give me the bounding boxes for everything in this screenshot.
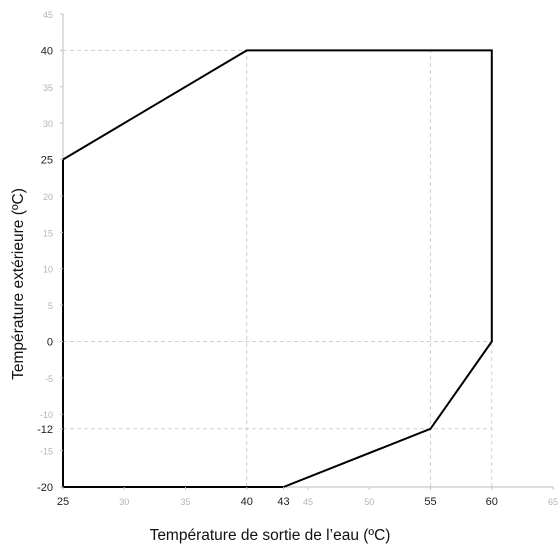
y-tick-label-minus-20: -20 — [37, 482, 53, 494]
y-tick-label-minus-12: -12 — [37, 424, 53, 436]
x-tick-label-65-minor: 65 — [548, 497, 558, 507]
y-tick-label-30-minor: 30 — [43, 119, 53, 129]
x-tick-label-60: 60 — [486, 496, 498, 508]
y-tick-label-0: 0 — [47, 336, 53, 348]
y-tick-label-25: 25 — [41, 155, 53, 167]
y-tick-label-10-minor: 10 — [43, 265, 53, 275]
axes — [62, 14, 553, 488]
y-tick-label-45-minor: 45 — [43, 10, 53, 20]
x-tick-label-55: 55 — [424, 496, 436, 508]
x-tick-label-43: 43 — [277, 496, 289, 508]
y-tick-label-5-minor: 5 — [48, 301, 53, 311]
y-tick-label-minus-10-minor: -10 — [40, 410, 53, 420]
y-axis-ticks: 40 25 0 -12 -20 45 35 30 20 15 10 5 -5 -10 -15 — [37, 10, 63, 494]
envelope-outline-0 — [62, 49, 493, 488]
y-tick-label-40: 40 — [41, 45, 53, 57]
x-tick-label-30-minor: 30 — [119, 497, 129, 507]
x-tick-label-40: 40 — [241, 496, 253, 508]
y-axis-title: Température extérieure (ºC) — [10, 188, 27, 380]
y-tick-label-20-minor: 20 — [43, 192, 53, 202]
x-tick-label-25: 25 — [57, 496, 69, 508]
envelope-series — [62, 49, 493, 488]
y-tick-label-15-minor: 15 — [43, 228, 53, 238]
reference-lines — [63, 49, 493, 487]
y-tick-label-minus-5-minor: -5 — [45, 374, 53, 384]
x-tick-label-45-minor: 45 — [303, 497, 313, 507]
x-tick-label-35-minor: 35 — [180, 497, 190, 507]
y-tick-label-minus-15-minor: -15 — [40, 447, 53, 457]
x-axis-ticks: 25 40 43 55 60 30 35 45 50 65 — [57, 487, 558, 508]
y-tick-label-35-minor: 35 — [43, 83, 53, 93]
x-axis-title: Température de sortie de l’eau (ºC) — [150, 527, 391, 544]
x-tick-label-50-minor: 50 — [364, 497, 374, 507]
